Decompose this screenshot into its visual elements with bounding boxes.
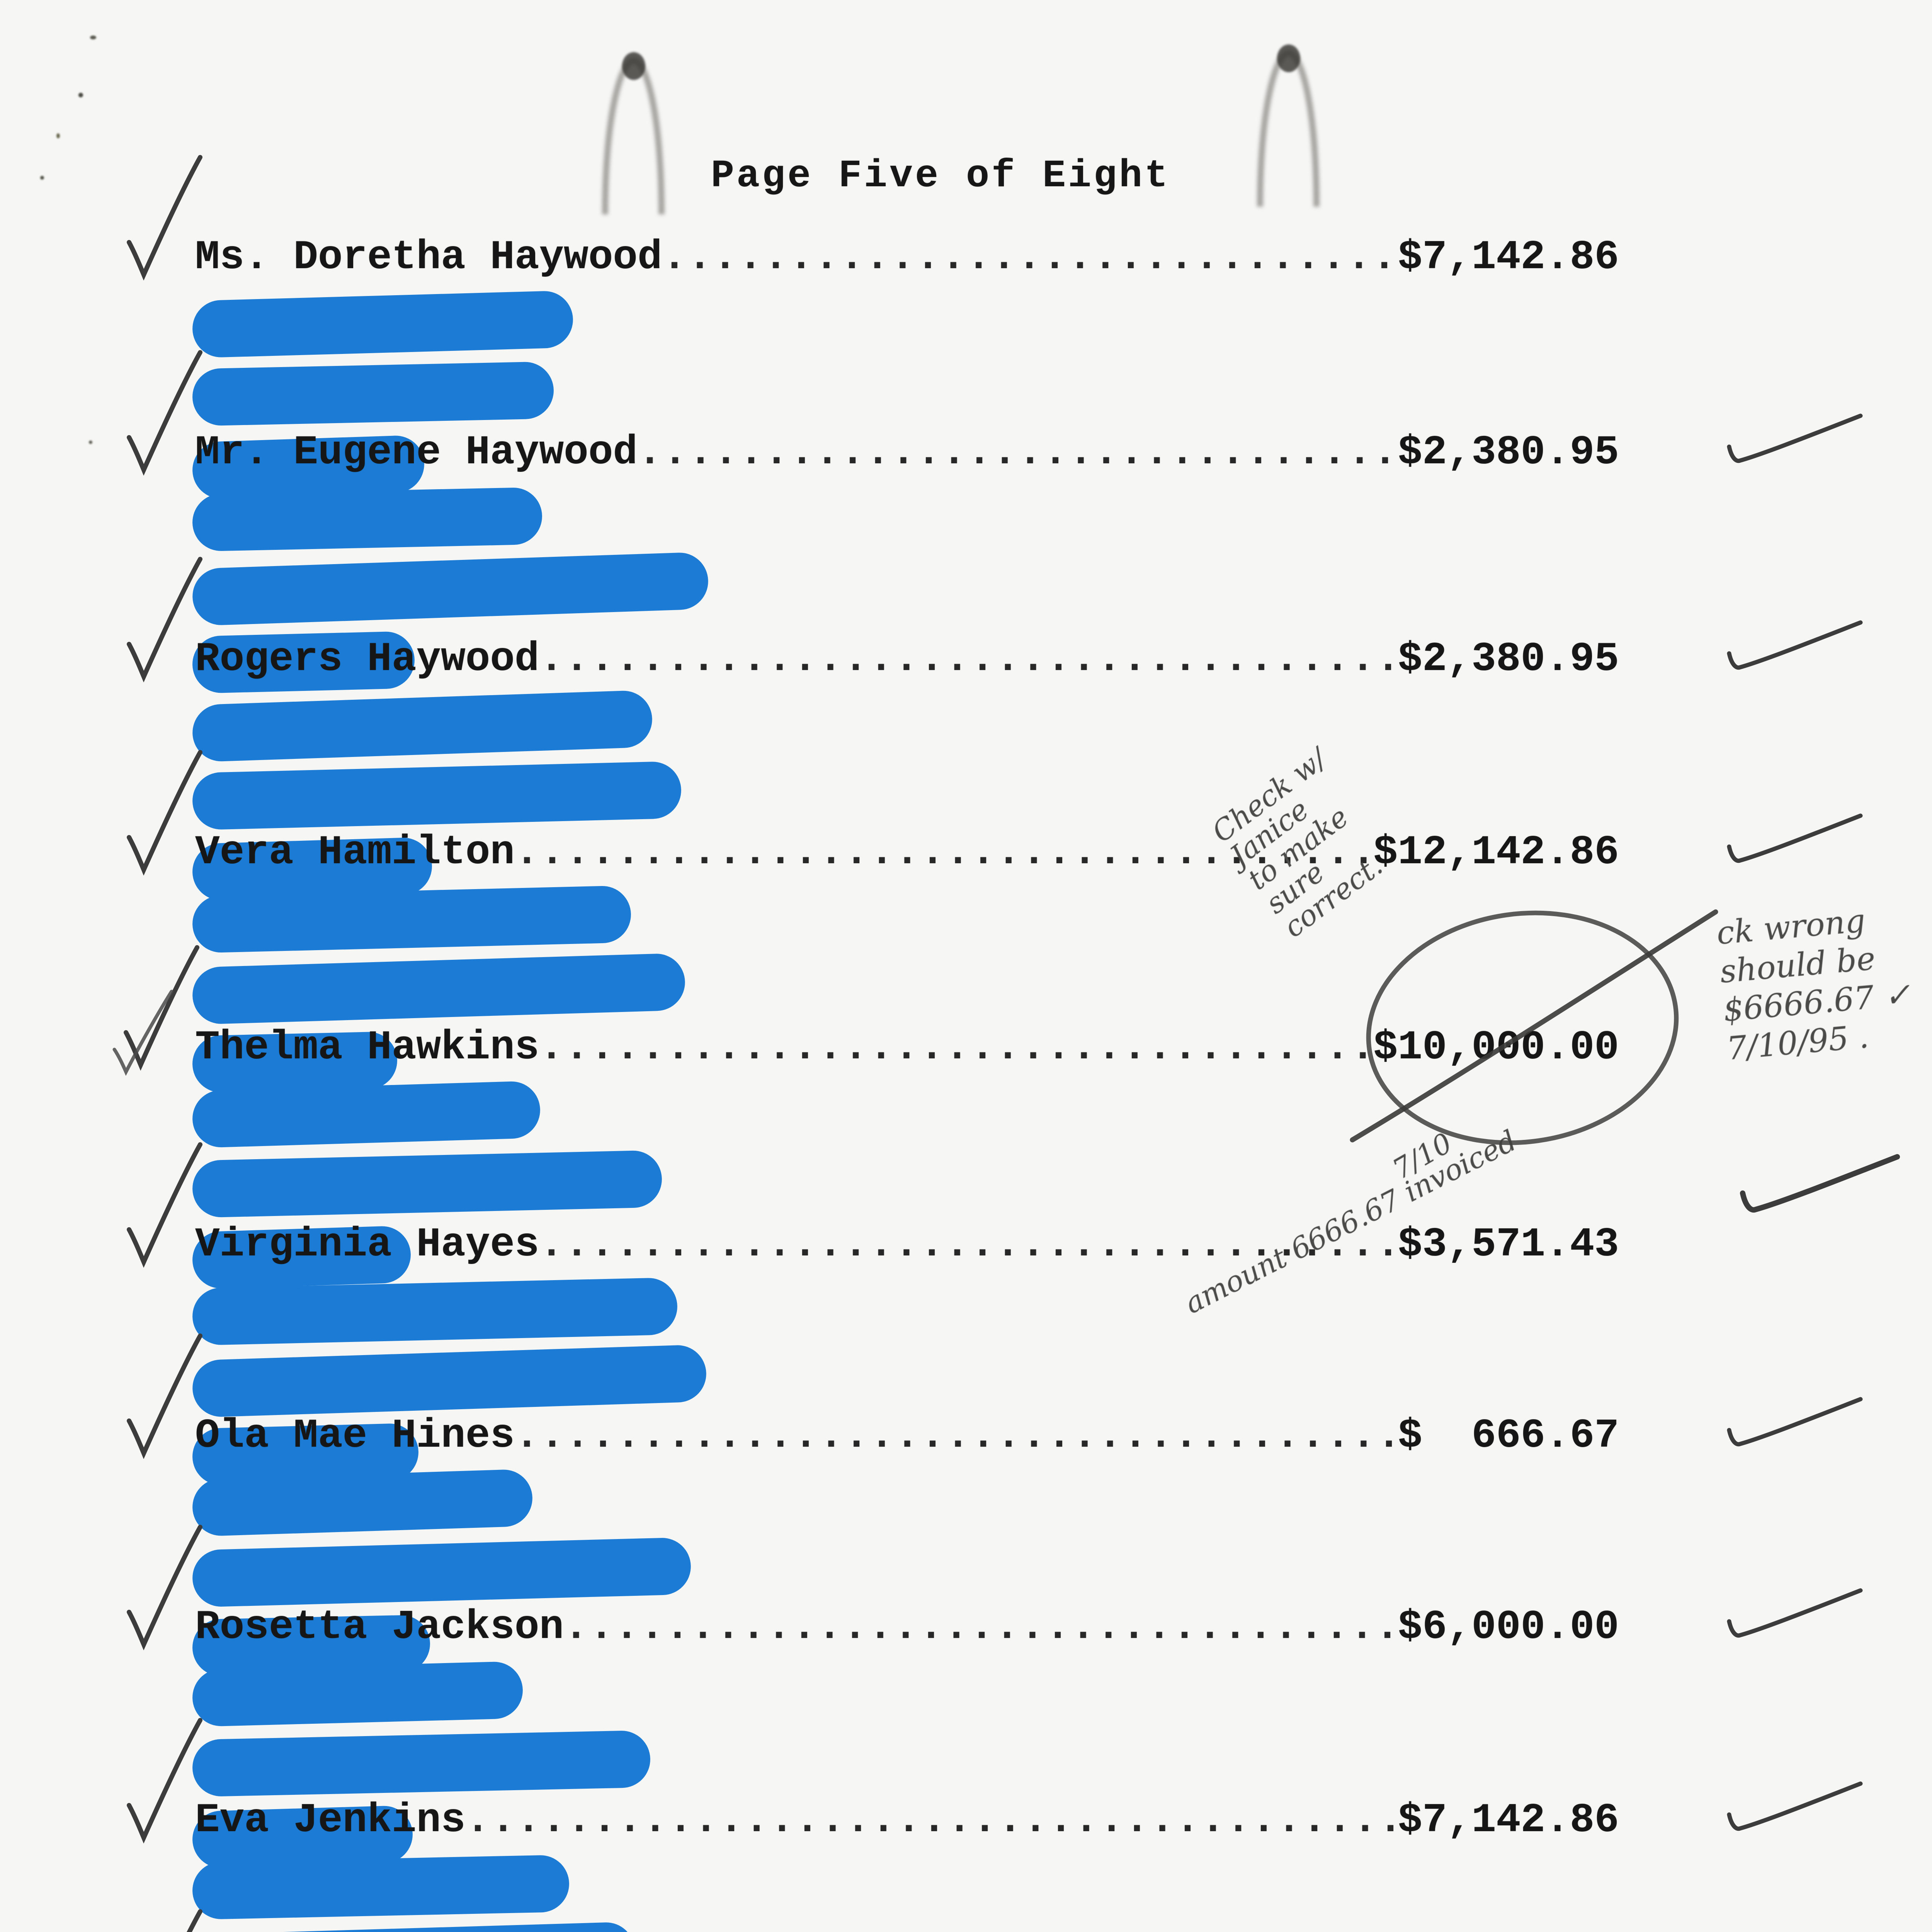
payee-name: Rogers Haywood — [195, 636, 539, 682]
redaction-bar — [192, 1730, 651, 1797]
right-margin-mark — [1725, 810, 1864, 875]
handwritten-check-icon — [127, 155, 202, 281]
handwritten-check-icon — [127, 1525, 202, 1651]
left-margin-mark — [123, 1716, 208, 1847]
hole-punch-icon — [602, 52, 665, 215]
payment-amount: $7,142.86 — [1398, 234, 1619, 281]
handwritten-check-icon — [1727, 620, 1863, 670]
right-margin-mark — [1725, 1777, 1864, 1843]
right-margin-mark — [1725, 1584, 1864, 1650]
redaction-bar — [191, 1469, 534, 1537]
redaction-bar — [192, 1080, 541, 1148]
payee-name: Ola Mae Hines — [195, 1413, 515, 1459]
redaction-bar — [192, 1150, 663, 1218]
payee-name: Virginia Hayes — [195, 1221, 539, 1268]
redaction-bar — [191, 551, 709, 626]
handwritten-check-icon — [127, 557, 202, 683]
ledger-entry: Thelma Hawkins .........................… — [0, 945, 1932, 1289]
dot-leader: ........................................… — [514, 831, 1373, 874]
left-margin-mark — [123, 1140, 208, 1271]
payment-amount: $6,000.00 — [1398, 1604, 1619, 1650]
handwritten-check-icon — [187, 1909, 202, 1932]
scan-speck — [90, 36, 96, 39]
left-margin-mark — [123, 1331, 208, 1463]
ledger-entry: Rogers Haywood .........................… — [0, 557, 1932, 901]
handwritten-check-icon — [127, 1333, 202, 1459]
dot-leader: ........................................… — [662, 236, 1398, 279]
payment-amount: $10,000.00 — [1373, 1024, 1619, 1071]
payment-amount: $2,380.95 — [1398, 636, 1619, 682]
left-margin-mark — [123, 1522, 208, 1654]
redaction-bar — [192, 1537, 692, 1607]
hole-punch-icon — [1257, 44, 1320, 207]
scan-speck — [56, 133, 60, 138]
payee-name: Mr. Eugene Haywood — [195, 429, 638, 476]
handwritten-check-icon — [1727, 1781, 1863, 1831]
page-title: Page Five of Eight — [711, 155, 1170, 198]
payee-name: Rosetta Jackson — [195, 1604, 564, 1650]
redaction-bar — [192, 1854, 570, 1920]
payee-name: Thelma Hawkins — [195, 1024, 539, 1071]
ledger-entry: Virginia Hayes .........................… — [0, 1142, 1932, 1486]
ledger-entry: Ms. Doretha Haywood ....................… — [0, 155, 1932, 500]
handwritten-check-icon — [1727, 413, 1863, 463]
payment-amount: $7,142.86 — [1398, 1797, 1619, 1844]
dot-leader: ........................................… — [465, 1799, 1398, 1842]
ledger-entry: Ola Mae Hines ..........................… — [0, 1333, 1932, 1677]
left-margin-mark — [112, 943, 199, 1082]
payee-name: Eva Jenkins — [195, 1797, 466, 1844]
redaction-bar — [192, 290, 574, 358]
left-margin-mark — [123, 1907, 208, 1932]
ledger-entry: Eva Jenkins ............................… — [0, 1718, 1932, 1932]
payment-amount: $ 666.67 — [1398, 1413, 1619, 1459]
handwritten-check-icon — [1727, 1588, 1863, 1638]
left-margin-mark — [123, 153, 208, 284]
dot-leader: ........................................… — [539, 1026, 1373, 1069]
payee-name: Ms. Doretha Haywood — [195, 234, 662, 281]
redaction-bar — [192, 885, 632, 953]
redaction-bar — [192, 1661, 524, 1727]
redaction-bar — [192, 487, 543, 552]
dot-leader: ........................................… — [638, 431, 1398, 474]
handwritten-check-icon — [1727, 1397, 1863, 1447]
right-margin-mark — [1725, 1393, 1864, 1459]
ledger-entry: Rosetta Jackson ........................… — [0, 1525, 1932, 1869]
redaction-bar — [192, 1277, 678, 1346]
dot-leader: ........................................… — [539, 1223, 1398, 1266]
dot-leader: ........................................… — [564, 1605, 1398, 1649]
payment-amount: $12,142.86 — [1373, 829, 1619, 876]
scan-speck — [40, 176, 44, 180]
right-margin-mark — [1725, 616, 1864, 682]
handwritten-check-icon — [1727, 813, 1863, 863]
redaction-bar — [192, 1344, 707, 1418]
handwritten-check-icon — [127, 350, 202, 476]
redaction-bar — [192, 761, 682, 830]
redaction-bar — [192, 361, 554, 426]
handwritten-margin-note: ck wrong should be $6666.67 ✓ 7/10/95 . — [1715, 902, 1912, 1068]
ledger-entry: Mr. Eugene Haywood .....................… — [0, 350, 1932, 694]
handwritten-double-check-icon — [112, 945, 199, 1076]
redaction-bar — [192, 953, 686, 1025]
dot-leader: ........................................… — [539, 638, 1398, 681]
redaction-bar — [192, 1922, 636, 1932]
ledger-entry: Vera Hamilton ..........................… — [0, 750, 1932, 1093]
payee-name: Vera Hamilton — [195, 829, 515, 876]
left-margin-mark — [123, 348, 208, 479]
right-margin-mark — [1725, 410, 1864, 475]
left-margin-mark — [123, 748, 208, 879]
payment-amount: $3,571.43 — [1398, 1221, 1619, 1268]
redaction-bar — [191, 690, 653, 762]
handwritten-check-icon — [127, 1718, 202, 1844]
handwritten-check-icon — [127, 750, 202, 876]
handwritten-check-icon — [127, 1142, 202, 1268]
dot-leader: ........................................… — [514, 1414, 1398, 1458]
payment-amount: $2,380.95 — [1398, 429, 1619, 476]
left-margin-mark — [123, 554, 208, 686]
scan-speck — [78, 93, 83, 97]
scan-speck — [89, 440, 92, 444]
